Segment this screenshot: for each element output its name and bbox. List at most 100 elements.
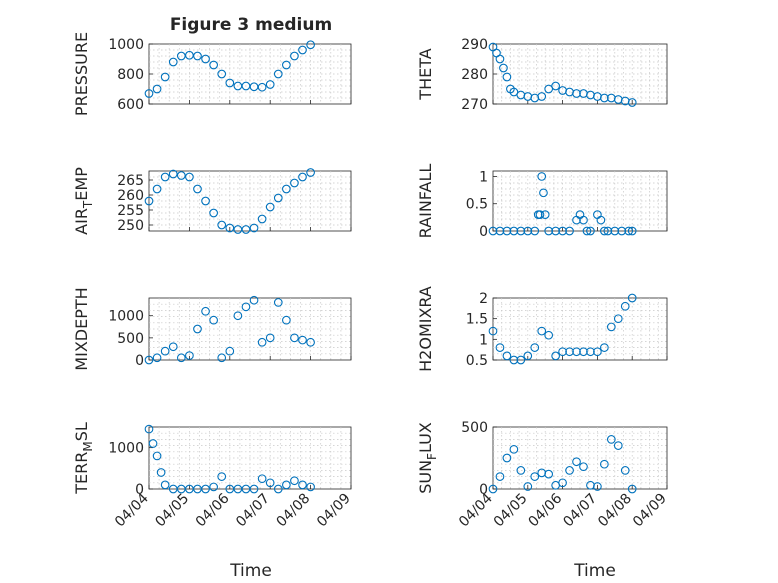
data-point	[298, 172, 307, 182]
figure-title: Figure 3 medium	[170, 15, 332, 35]
data-point	[257, 214, 267, 224]
data-point	[586, 226, 595, 236]
data-point	[273, 484, 283, 494]
data-point	[516, 355, 526, 365]
y-tick-label: 280	[461, 67, 488, 83]
data-point	[495, 343, 505, 352]
data-point	[241, 302, 251, 312]
data-point	[523, 482, 533, 491]
data-point	[168, 342, 178, 352]
y-tick-label: 500	[117, 331, 144, 347]
y-tick-label: 2	[479, 291, 488, 307]
data-point	[579, 347, 588, 357]
y-tick-label: 1	[479, 169, 488, 185]
data-point	[572, 457, 581, 467]
y-tick-label: 0.5	[466, 197, 488, 213]
data-point	[144, 89, 154, 98]
data-point	[225, 346, 235, 356]
data-point	[579, 462, 588, 472]
data-point	[627, 293, 637, 303]
data-point	[617, 226, 627, 236]
data-point	[495, 54, 505, 64]
data-point	[265, 333, 275, 343]
data-point	[613, 314, 623, 324]
y-tick-label: 500	[461, 420, 488, 436]
data-point	[516, 466, 526, 475]
data-point	[565, 466, 574, 475]
y-tick-label: 265	[117, 173, 144, 189]
data-point	[201, 306, 210, 316]
y-tick-label: 0	[479, 224, 488, 240]
data-point	[509, 355, 519, 365]
data-point	[160, 72, 170, 82]
data-point	[160, 172, 170, 182]
data-point	[257, 474, 267, 484]
data-point	[523, 351, 533, 361]
data-point	[600, 343, 609, 352]
data-point	[540, 210, 550, 219]
data-point	[225, 223, 235, 233]
y-tick-label: 1000	[108, 37, 144, 53]
data-point	[593, 482, 602, 491]
data-point	[606, 435, 616, 444]
data-point	[488, 484, 498, 494]
data-point	[627, 98, 637, 107]
data-point	[282, 480, 291, 490]
data-point	[516, 226, 526, 236]
data-point	[144, 424, 154, 434]
data-point	[488, 226, 498, 236]
data-point	[209, 208, 218, 218]
data-point	[265, 202, 275, 212]
data-point	[217, 220, 227, 230]
data-point	[596, 215, 606, 225]
data-point	[265, 80, 275, 89]
data-point	[535, 210, 545, 219]
data-point	[565, 226, 574, 236]
y-axis-label: THETA	[416, 48, 435, 100]
data-point	[185, 351, 194, 360]
data-point	[290, 476, 299, 486]
data-point	[502, 226, 512, 236]
data-point	[593, 347, 602, 357]
data-point	[233, 311, 243, 321]
data-point	[544, 226, 554, 236]
data-point	[298, 335, 307, 345]
data-point	[606, 322, 616, 332]
data-point	[551, 81, 560, 91]
y-axis-label: MIXDEPTH	[72, 287, 91, 370]
data-point	[488, 326, 498, 336]
data-point	[152, 451, 162, 461]
data-point	[572, 89, 581, 98]
data-point	[209, 482, 218, 492]
data-point	[627, 484, 637, 494]
data-point	[586, 347, 595, 357]
data-point	[620, 466, 630, 475]
data-point	[502, 351, 512, 361]
data-point	[249, 223, 259, 233]
data-point	[551, 351, 560, 361]
data-point	[144, 196, 154, 206]
data-point	[152, 84, 162, 94]
data-point	[509, 444, 519, 454]
y-tick-label: 0.5	[466, 353, 488, 369]
subplot-6: 0.5 1 1.5 2 H2OMIXRA	[416, 286, 668, 372]
subplot-5: 0 500 1000 MIXDEPTH	[72, 287, 352, 371]
data-point	[600, 459, 609, 469]
y-tick-label: 1.5	[466, 312, 488, 328]
y-tick-label: 260	[117, 188, 144, 204]
data-point	[176, 353, 186, 363]
data-point	[537, 172, 547, 181]
data-point	[509, 87, 519, 97]
data-point	[306, 482, 315, 492]
data-point	[217, 69, 227, 79]
y-axis-label: PRESSURE	[72, 32, 91, 116]
data-point	[160, 480, 170, 490]
data-point	[176, 171, 186, 180]
subplot-4: 0 0.5 1 RAINFALL	[416, 164, 668, 240]
data-point	[306, 40, 315, 50]
y-axis-label: H2OMIXRA	[416, 286, 435, 372]
data-point	[241, 225, 251, 234]
